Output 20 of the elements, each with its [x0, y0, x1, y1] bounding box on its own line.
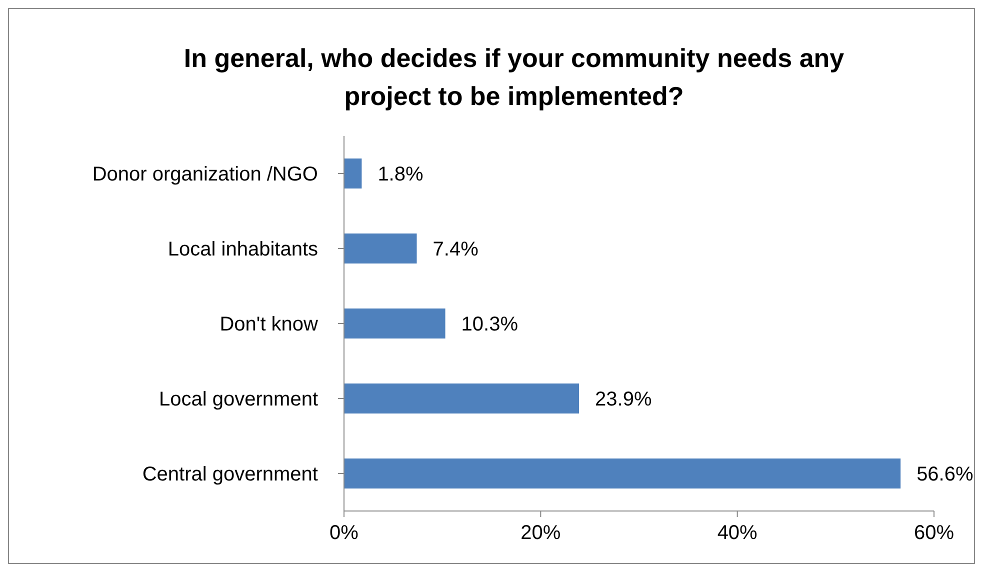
x-tick-label: 40% [717, 522, 758, 544]
x-tick-label: 20% [520, 522, 561, 544]
chart-title: In general, who decides if your community needs any project to be implemented? [182, 42, 846, 113]
y-tick-label: Donor organization /NGO [92, 164, 318, 186]
data-label: 56.6% [916, 464, 974, 486]
bar [344, 234, 417, 264]
bar [344, 384, 580, 414]
data-label: 10.3% [461, 314, 518, 336]
x-tick-label: 0% [330, 522, 359, 544]
y-tick-label: Local inhabitants [168, 238, 318, 261]
y-tick-label: Local government [159, 388, 318, 411]
bar [344, 458, 901, 488]
data-label: 1.8% [378, 164, 424, 186]
data-label: 23.9% [595, 388, 652, 411]
y-tick-label: Don't know [220, 314, 319, 336]
y-tick-label: Central government [142, 464, 318, 486]
data-label: 7.4% [432, 238, 479, 261]
x-tick-label: 60% [914, 522, 954, 544]
bar [344, 308, 446, 338]
bar [344, 158, 362, 188]
